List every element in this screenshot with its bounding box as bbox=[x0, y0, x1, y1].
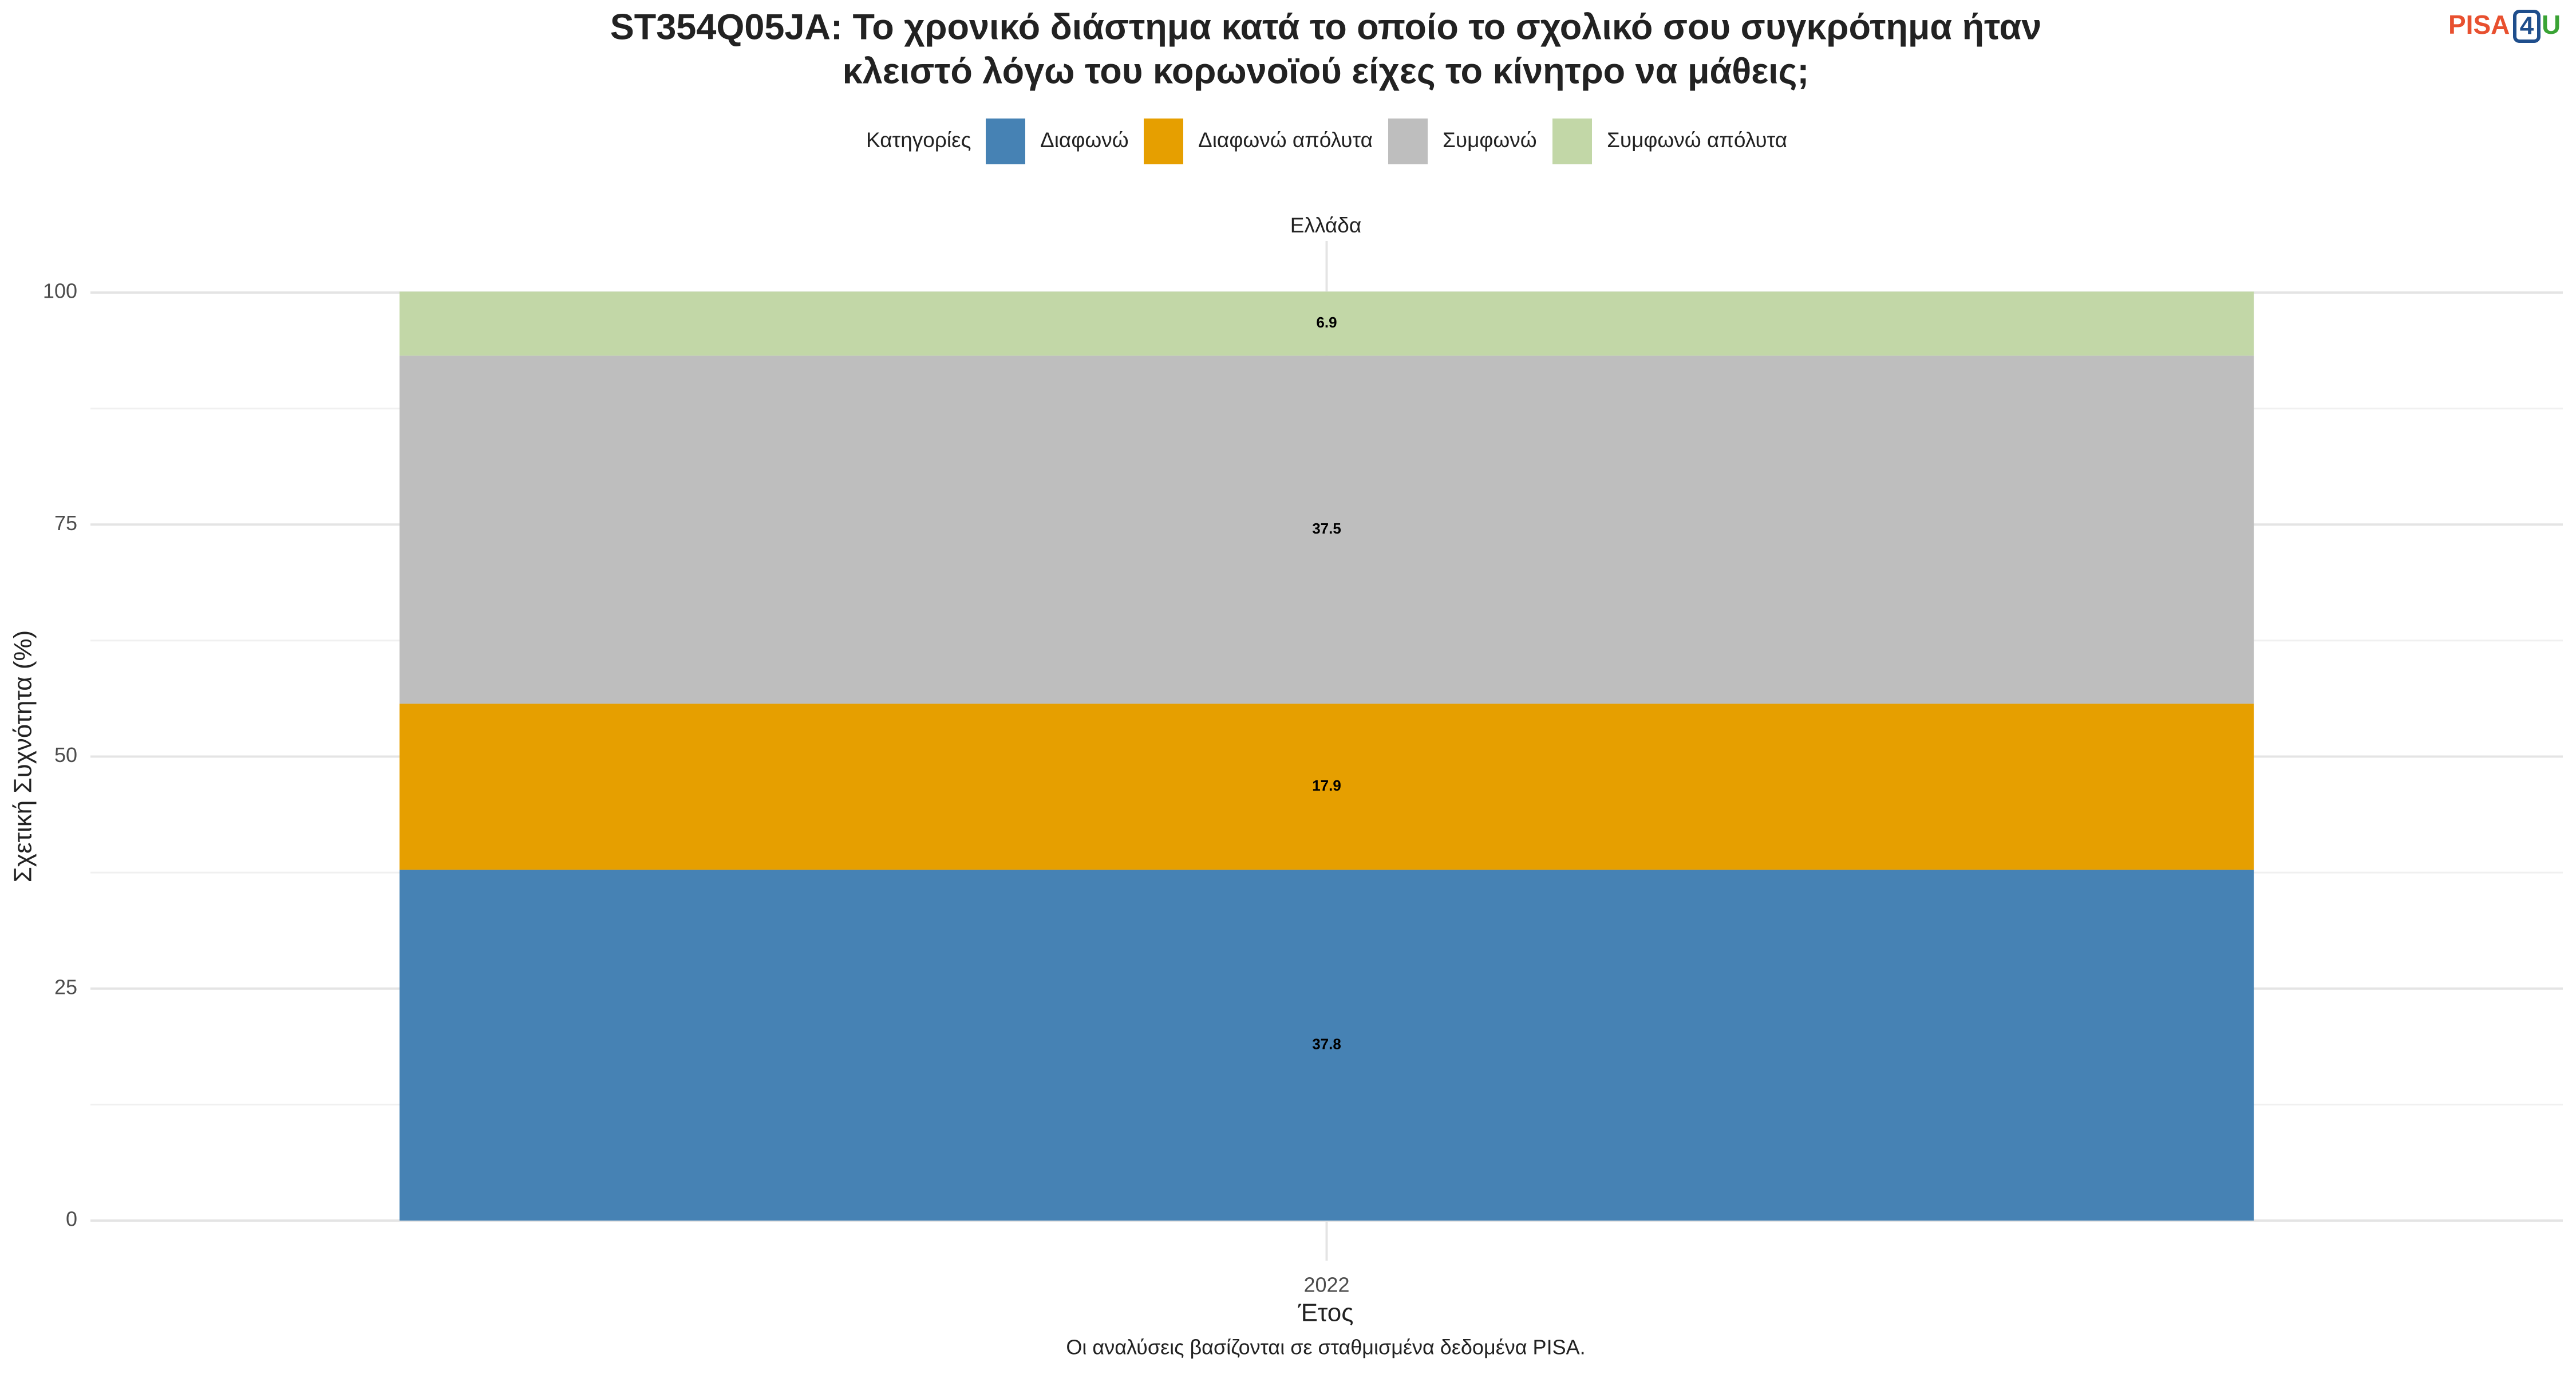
legend-title: Κατηγορίες bbox=[866, 128, 971, 152]
bar-segment bbox=[399, 291, 2254, 356]
y-tick-label: 75 bbox=[54, 511, 77, 535]
logo-box bbox=[2513, 10, 2541, 43]
bar-segment bbox=[399, 870, 2254, 1221]
legend-key bbox=[986, 119, 1025, 164]
legend-label: Διαφωνώ bbox=[1040, 128, 1129, 152]
chart-title: ST354Q05JA: Το χρονικό διάστημα κατά το … bbox=[610, 7, 2041, 48]
x-tick-label: 2022 bbox=[1303, 1273, 1349, 1297]
legend-label: Συμφωνώ bbox=[1443, 128, 1537, 152]
facet-label: Ελλάδα bbox=[1290, 214, 1362, 237]
y-axis-title: Σχετική Συχνότητα (%) bbox=[9, 630, 37, 883]
chart-title: κλειστό λόγω του κορωνοϊού είχες το κίνη… bbox=[843, 52, 1809, 92]
legend-key bbox=[1388, 119, 1428, 164]
logo-text: U bbox=[2542, 10, 2561, 40]
legend-key bbox=[1552, 119, 1592, 164]
bar-segment bbox=[399, 356, 2254, 704]
logo-text: PISA bbox=[2448, 10, 2510, 40]
data-label: 17.9 bbox=[1312, 777, 1341, 794]
x-axis-title: Έτος bbox=[1298, 1299, 1354, 1327]
legend-label: Διαφωνώ απόλυτα bbox=[1198, 128, 1373, 152]
y-tick-label: 0 bbox=[66, 1207, 77, 1231]
y-tick-label: 100 bbox=[43, 279, 77, 303]
legend-label: Συμφωνώ απόλυτα bbox=[1607, 128, 1787, 152]
y-tick-label: 25 bbox=[54, 975, 77, 998]
y-tick-label: 50 bbox=[54, 743, 77, 767]
caption: Οι αναλύσεις βασίζονται σε σταθμισμένα δ… bbox=[1066, 1336, 1585, 1359]
bar-segment bbox=[399, 704, 2254, 870]
data-label: 37.8 bbox=[1312, 1036, 1341, 1053]
legend-key bbox=[1144, 119, 1183, 164]
data-label: 37.5 bbox=[1312, 520, 1341, 537]
logo-text: 4 bbox=[2520, 12, 2534, 40]
data-label: 6.9 bbox=[1316, 314, 1337, 331]
